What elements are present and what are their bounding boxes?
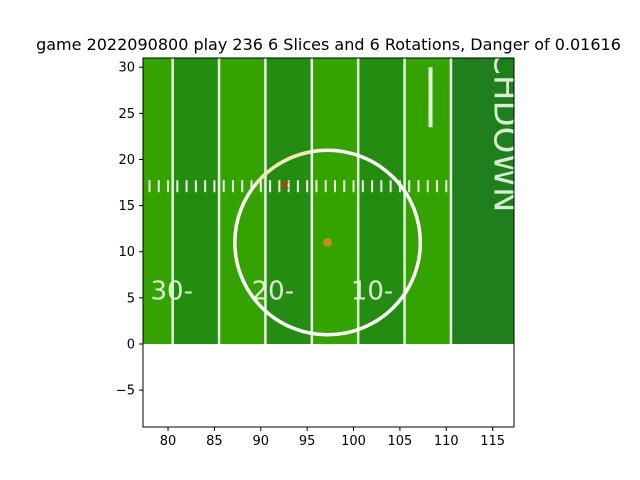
endzone-lettering: CHDOWN	[486, 51, 526, 212]
x-tick-label: 110	[434, 434, 459, 449]
danger-circle	[233, 148, 423, 337]
field-stripe	[219, 58, 266, 344]
x-tick-label: 90	[253, 434, 270, 449]
field-stripe	[265, 58, 312, 344]
field-stripe	[358, 58, 405, 344]
y-tick-label: 0	[127, 337, 135, 352]
chart-title: game 2022090800 play 236 6 Slices and 6 …	[36, 35, 621, 54]
x-marker-stroke	[280, 181, 289, 190]
field-stripe	[311, 58, 359, 344]
x-tick-label: 115	[480, 434, 505, 449]
y-tick-label: 25	[118, 107, 135, 122]
x-tick-label: 80	[160, 434, 177, 449]
field-stripe	[143, 58, 173, 344]
x-tick-label: 105	[388, 434, 413, 449]
y-tick-label: 15	[118, 199, 135, 214]
y-tick-label: 30	[118, 61, 135, 76]
y-tick-label: 5	[127, 291, 135, 306]
yard-number: 10-	[351, 276, 393, 306]
x-axis: 80 85 90 95 100 105 110 115	[160, 427, 505, 449]
y-tick-label: 10	[118, 245, 135, 260]
field-stripe	[450, 58, 514, 344]
data-point-x	[280, 181, 289, 190]
field-stripe	[172, 58, 220, 344]
plot-area: 30- 20- 10- CHDOWN	[143, 51, 526, 344]
x-tick-label: 85	[206, 434, 223, 449]
yard-number: 20-	[252, 276, 294, 306]
y-tick-label: 20	[118, 153, 135, 168]
y-axis: −5 0 5 10 15 20 25 30	[116, 61, 143, 399]
danger-circle-highlight	[255, 149, 312, 185]
x-tick-label: 100	[341, 434, 366, 449]
y-tick-label: −5	[116, 384, 135, 399]
plot-frame	[142, 57, 515, 428]
data-point-circle	[323, 238, 333, 247]
x-tick-label: 95	[299, 434, 316, 449]
yard-number: 30-	[151, 276, 193, 306]
